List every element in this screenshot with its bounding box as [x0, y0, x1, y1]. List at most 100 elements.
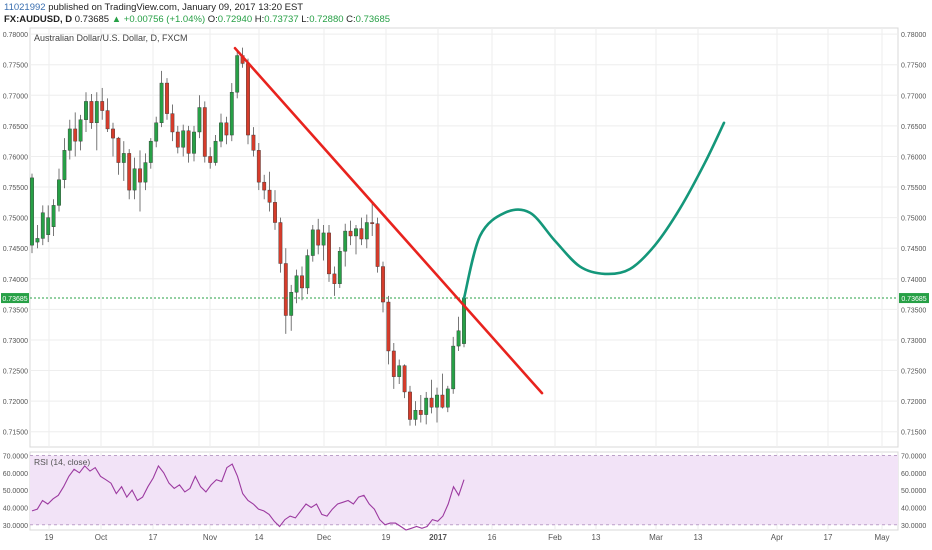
projection-curve[interactable] [462, 121, 726, 300]
candle-down[interactable] [262, 181, 267, 191]
rsi-pane[interactable]: 70.0000 70.0000 60.0000 60.0000 50.0000 50.00… [3, 451, 927, 531]
candle-down[interactable] [111, 128, 115, 139]
candle-up[interactable] [51, 205, 56, 227]
candle-down[interactable] [116, 137, 121, 163]
y-tick-label-left: 0.74000 [3, 277, 28, 284]
candle-up[interactable] [192, 131, 196, 154]
publisher-id[interactable]: 11021992 [4, 2, 46, 13]
candle-down[interactable] [283, 263, 288, 316]
candle-up[interactable] [229, 92, 234, 136]
candle-down[interactable] [273, 202, 277, 223]
candle-down[interactable] [386, 301, 391, 352]
candle-up[interactable] [235, 55, 240, 93]
candle-down[interactable] [402, 365, 407, 393]
price-pane[interactable]: 0.78000 0.78000 0.77500 0.77500 0.77000 0.770… [1, 27, 929, 448]
candle-down[interactable] [359, 228, 364, 240]
candle-up[interactable] [354, 228, 358, 237]
candle-down[interactable] [105, 110, 110, 130]
candle-down[interactable] [100, 101, 105, 111]
candle-down[interactable] [251, 134, 256, 151]
candle-up[interactable] [337, 251, 342, 284]
candle-down[interactable] [89, 101, 94, 124]
candle-up[interactable] [213, 140, 218, 163]
candle-up[interactable] [364, 222, 369, 240]
y-tick-label-left: 0.74500 [3, 246, 28, 253]
time-axis[interactable]: 19 Oct 17 Nov 14 Dec 19 2017 16 Feb 13 Mar 13 Apr 17 Ma… [45, 533, 890, 542]
candle-up[interactable] [219, 122, 223, 142]
candle-up[interactable] [294, 275, 299, 293]
x-tick-label: 13 [592, 533, 601, 542]
candle-down[interactable] [267, 189, 272, 203]
candle-down[interactable] [381, 266, 385, 303]
x-tick-label: 13 [694, 533, 703, 542]
candle-up[interactable] [84, 101, 88, 120]
candle-up[interactable] [121, 153, 126, 163]
candle-up[interactable] [159, 82, 164, 124]
candle-up[interactable] [181, 130, 186, 148]
candle-up[interactable] [67, 128, 72, 151]
candle-up[interactable] [397, 365, 402, 377]
candle-down[interactable] [440, 394, 445, 408]
candle-down[interactable] [327, 232, 331, 275]
candle-down[interactable] [224, 122, 229, 136]
candle-up[interactable] [289, 292, 294, 316]
candle-up[interactable] [148, 140, 153, 163]
candle-down[interactable] [165, 82, 169, 114]
candle-up[interactable] [35, 238, 40, 243]
candle-down[interactable] [300, 275, 304, 289]
candle-down[interactable] [138, 168, 142, 183]
candle-down[interactable] [175, 131, 180, 148]
candle-down[interactable] [256, 150, 261, 183]
y-tick-label-left: 0.76500 [3, 124, 28, 131]
candle-down[interactable] [127, 153, 132, 191]
last-price-badge-left [1, 293, 29, 304]
candle-up[interactable] [78, 119, 83, 142]
candle-down[interactable] [186, 130, 191, 154]
candle-down[interactable] [316, 229, 321, 246]
candle-down[interactable] [375, 223, 380, 267]
up-arrow-icon: ▲ [111, 14, 122, 25]
candle-up[interactable] [57, 179, 61, 206]
candle-down[interactable] [246, 63, 250, 136]
candle-up[interactable] [62, 150, 67, 180]
candle-up[interactable] [413, 410, 418, 420]
candle-up[interactable] [197, 107, 202, 133]
candle-up[interactable] [456, 330, 461, 347]
candle-up[interactable] [435, 394, 439, 408]
trendline[interactable] [233, 46, 544, 395]
candle-up[interactable] [40, 212, 45, 239]
candle-up[interactable] [321, 232, 326, 246]
candle-up[interactable] [94, 101, 99, 124]
candle-down[interactable] [202, 107, 207, 157]
candle-up[interactable] [424, 397, 429, 415]
candle-up[interactable] [154, 122, 159, 142]
candle-down[interactable] [348, 230, 353, 237]
candle-up[interactable] [132, 168, 137, 191]
candle-down[interactable] [73, 128, 78, 142]
candle-up[interactable] [310, 229, 315, 256]
candle-up[interactable] [30, 177, 34, 246]
rsi-line[interactable] [31, 463, 465, 531]
candle-down[interactable] [208, 156, 213, 163]
candle-up[interactable] [305, 255, 310, 289]
candle-down[interactable] [429, 397, 434, 408]
candle-down[interactable] [391, 350, 396, 377]
candle-up[interactable] [46, 217, 51, 235]
candle-down[interactable] [370, 222, 375, 224]
price-plot-area[interactable] [29, 27, 899, 448]
rsi-band [30, 455, 898, 525]
candle-down[interactable] [170, 113, 175, 133]
candle-down[interactable] [332, 273, 337, 284]
candle-down[interactable] [418, 410, 423, 415]
candle-up[interactable] [445, 388, 450, 408]
low-label: L: [301, 14, 310, 25]
candle-down[interactable] [278, 222, 283, 264]
y-tick-label-right: 0.74500 [901, 246, 926, 253]
rsi-tick-label-left: 40.0000 [3, 505, 28, 512]
candle-down[interactable] [408, 391, 412, 420]
candle-up[interactable] [451, 345, 456, 390]
candle-up[interactable] [143, 162, 148, 183]
x-tick-label: May [874, 533, 889, 542]
candle-up[interactable] [343, 230, 348, 252]
